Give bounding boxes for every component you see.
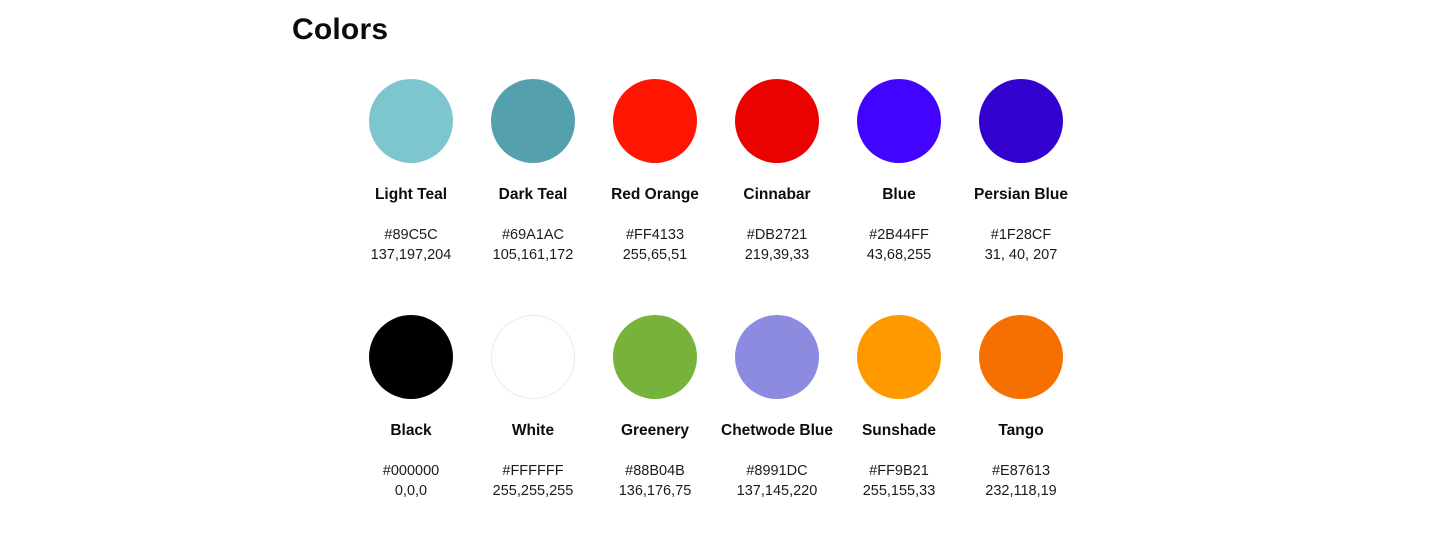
color-codes: #FF4133 255,65,51 [623,226,688,265]
color-hex: #69A1AC [501,227,565,243]
color-hex: #89C5C [384,227,438,243]
color-name: Sunshade [861,422,937,439]
color-swatch-circle [369,79,453,163]
color-swatch-chetwode-blue: Chetwode Blue #8991DC 137,145,220 [716,315,838,501]
color-rgb: 255,255,255 [492,482,574,499]
color-palette-grid: Light Teal #89C5C 137,197,204 Dark Teal … [350,79,1082,501]
color-hex: #88B04B [625,463,685,479]
color-hex: #E87613 [991,463,1051,479]
color-swatch-persian-blue: Persian Blue #1F28CF 31, 40, 207 [960,79,1082,265]
color-swatch-blue: Blue #2B44FF 43,68,255 [838,79,960,265]
color-name: Dark Teal [498,186,568,203]
color-codes: #1F28CF 31, 40, 207 [985,226,1058,265]
color-swatch-circle [979,79,1063,163]
color-swatch-black: Black #000000 0,0,0 [350,315,472,501]
color-hex: #2B44FF [869,227,929,243]
color-rgb: 105,161,172 [492,246,574,263]
color-codes: #88B04B 136,176,75 [619,462,692,501]
color-rgb: 0,0,0 [394,482,428,499]
color-hex: #FF9B21 [869,463,929,479]
color-swatch-circle [613,315,697,399]
color-rgb: 219,39,33 [744,246,810,263]
color-rgb: 136,176,75 [618,482,692,499]
color-rgb: 137,145,220 [736,482,818,499]
color-codes: #DB2721 219,39,33 [745,226,810,265]
color-hex: #DB2721 [746,227,808,243]
color-name: Light Teal [374,186,448,203]
color-codes: #FF9B21 255,155,33 [863,462,936,501]
color-swatch-sunshade: Sunshade #FF9B21 255,155,33 [838,315,960,501]
color-name: White [511,422,555,439]
color-swatch-circle [369,315,453,399]
color-swatch-circle [735,79,819,163]
color-codes: #2B44FF 43,68,255 [867,226,932,265]
color-swatch-circle [613,79,697,163]
color-codes: #E87613 232,118,19 [985,462,1057,501]
color-hex: #000000 [382,463,440,479]
color-hex: #1F28CF [990,227,1052,243]
color-swatch-greenery: Greenery #88B04B 136,176,75 [594,315,716,501]
color-rgb: 43,68,255 [866,246,932,263]
color-swatch-cinnabar: Cinnabar #DB2721 219,39,33 [716,79,838,265]
color-codes: #89C5C 137,197,204 [371,226,452,265]
color-name: Tango [998,422,1044,439]
color-swatch-circle [491,315,575,399]
color-name: Blue [882,186,916,203]
color-name: Black [390,422,432,439]
page-title: Colors [292,13,389,46]
color-rgb: 255,155,33 [862,482,936,499]
color-name: Red Orange [611,186,699,203]
color-swatch-white: White #FFFFFF 255,255,255 [472,315,594,501]
color-swatch-circle [857,315,941,399]
color-codes: #000000 0,0,0 [383,462,439,501]
color-rgb: 137,197,204 [370,246,452,263]
color-name: Cinnabar [743,186,811,203]
color-swatch-red-orange: Red Orange #FF4133 255,65,51 [594,79,716,265]
color-name: Greenery [620,422,690,439]
color-hex: #FF4133 [625,227,685,243]
color-codes: #69A1AC 105,161,172 [493,226,574,265]
color-rgb: 255,65,51 [622,246,688,263]
color-swatch-light-teal: Light Teal #89C5C 137,197,204 [350,79,472,265]
color-swatch-circle [491,79,575,163]
color-swatch-dark-teal: Dark Teal #69A1AC 105,161,172 [472,79,594,265]
color-name: Chetwode Blue [721,422,833,439]
color-rgb: 31, 40, 207 [984,246,1058,263]
color-hex: #FFFFFF [502,463,564,479]
color-swatch-tango: Tango #E87613 232,118,19 [960,315,1082,501]
color-swatch-circle [735,315,819,399]
color-swatch-circle [979,315,1063,399]
color-name: Persian Blue [974,186,1068,203]
color-codes: #FFFFFF 255,255,255 [493,462,574,501]
color-rgb: 232,118,19 [985,482,1057,499]
color-hex: #8991DC [746,463,808,479]
color-codes: #8991DC 137,145,220 [737,462,818,501]
color-swatch-circle [857,79,941,163]
